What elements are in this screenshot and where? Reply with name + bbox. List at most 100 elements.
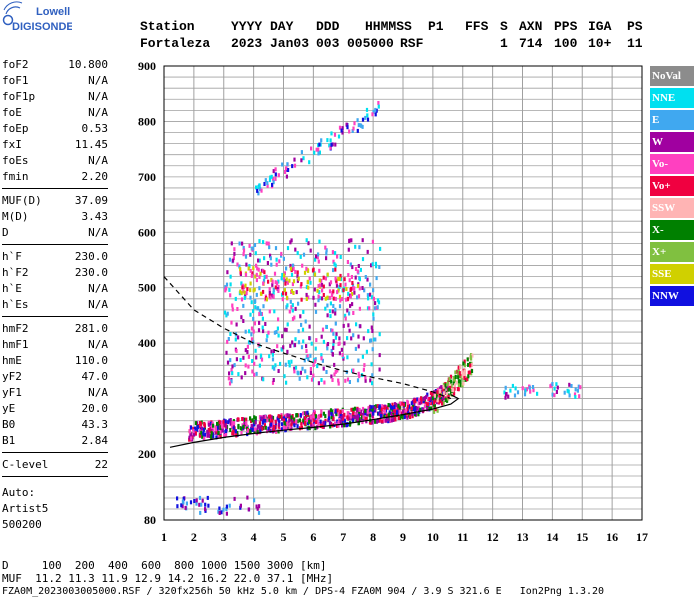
echo-mark	[346, 125, 349, 130]
echo-mark	[450, 384, 453, 388]
echo-mark	[260, 426, 263, 431]
footer-distance-row: D 100 200 400 600 800 1000 1500 3000 [km…	[2, 559, 327, 572]
echo-mark	[286, 413, 289, 418]
echo-mark	[351, 302, 354, 307]
echo-mark	[301, 263, 304, 268]
echo-mark	[337, 381, 340, 386]
echo-mark	[233, 251, 236, 256]
echo-mark	[579, 385, 582, 390]
echo-mark	[453, 383, 456, 388]
param-separator	[2, 244, 108, 245]
echo-mark	[235, 357, 238, 362]
echo-mark	[316, 255, 319, 260]
echo-mark	[283, 374, 286, 379]
echo-mark	[309, 417, 312, 422]
echo-mark	[296, 274, 299, 279]
echo-mark	[305, 266, 308, 271]
echo-mark	[567, 389, 570, 394]
echo-mark	[253, 361, 256, 366]
echo-mark	[337, 378, 340, 383]
header-cell: IGA	[588, 19, 612, 34]
echo-mark	[351, 283, 355, 288]
echo-mark	[570, 384, 573, 388]
echo-mark	[357, 414, 360, 419]
echo-mark	[203, 436, 206, 441]
param-row: yE 20.0	[2, 402, 108, 418]
echo-mark	[373, 337, 376, 342]
echo-mark	[328, 410, 331, 415]
echo-mark	[288, 309, 291, 314]
echo-mark	[289, 263, 292, 268]
echo-mark	[504, 385, 507, 390]
echo-mark	[258, 258, 261, 263]
echo-mark	[525, 387, 528, 392]
echo-mark	[365, 107, 369, 112]
header-cell: 005000	[347, 36, 394, 51]
echo-mark	[383, 406, 386, 411]
echo-mark	[361, 420, 364, 425]
echo-mark	[322, 366, 325, 371]
echo-mark	[272, 291, 275, 296]
header-cell: 714	[519, 36, 543, 51]
echo-mark	[364, 411, 367, 416]
echo-mark	[280, 276, 283, 281]
echo-mark	[434, 407, 437, 412]
footer-file-row: FZA0M_2023003005000.RSF / 320fx256h 50 k…	[2, 586, 605, 597]
x-tick-label: 8	[370, 530, 376, 544]
echo-mark	[455, 380, 458, 385]
echo-mark	[378, 332, 381, 337]
echo-mark	[314, 302, 317, 307]
param-label: yE	[2, 402, 16, 415]
echo-mark	[310, 424, 313, 429]
echo-mark	[366, 249, 369, 254]
echo-mark	[469, 363, 472, 368]
y-tick-label: 500	[138, 281, 156, 295]
echo-mark	[352, 416, 355, 420]
echo-mark	[225, 507, 228, 511]
echo-mark	[371, 347, 374, 352]
echo-mark	[242, 319, 245, 323]
echo-mark	[336, 423, 339, 428]
echo-mark	[416, 397, 419, 402]
echo-mark	[335, 283, 339, 288]
param-label: hmE	[2, 354, 22, 367]
echo-mark	[246, 424, 249, 429]
echo-mark	[375, 276, 378, 281]
header-cell: P1	[428, 19, 444, 34]
echo-mark	[207, 427, 210, 432]
echo-mark	[371, 381, 374, 386]
echo-mark	[255, 504, 258, 509]
echo-mark	[320, 334, 323, 339]
echo-mark	[318, 414, 321, 419]
echo-mark	[417, 412, 420, 417]
echo-mark	[326, 303, 329, 308]
echo-mark	[425, 394, 428, 399]
echo-mark	[293, 366, 296, 371]
echo-mark	[292, 420, 295, 425]
echo-mark	[366, 306, 370, 311]
echo-mark	[257, 267, 260, 272]
echo-mark	[335, 412, 338, 417]
echo-mark	[229, 282, 232, 287]
echo-mark	[568, 382, 571, 387]
echo-mark	[259, 353, 263, 358]
header-cell: Fortaleza	[140, 36, 211, 51]
echo-mark	[239, 505, 242, 510]
echo-mark	[414, 406, 417, 411]
echo-mark	[445, 392, 449, 397]
echo-mark	[364, 378, 367, 383]
echo-mark	[362, 410, 366, 415]
echo-mark	[357, 264, 360, 268]
echo-mark	[361, 406, 365, 411]
echo-mark	[284, 423, 287, 428]
echo-mark	[221, 428, 224, 433]
echo-mark	[336, 254, 339, 259]
echo-mark	[265, 241, 268, 246]
echo-mark	[342, 356, 345, 361]
echo-mark	[339, 298, 342, 303]
header-cell: HHMMSS	[365, 19, 412, 34]
echo-mark	[311, 422, 314, 427]
echo-mark	[328, 143, 331, 148]
echo-mark	[406, 400, 410, 405]
echo-mark	[289, 266, 292, 271]
